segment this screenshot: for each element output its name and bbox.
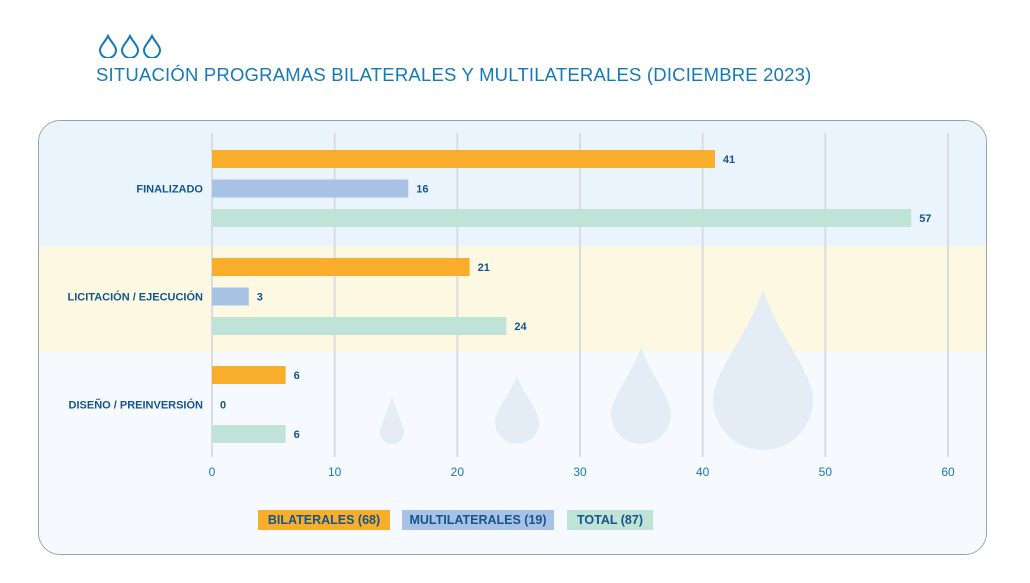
x-tick-label: 0 <box>209 465 216 479</box>
bar <box>212 425 286 443</box>
x-tick-label: 30 <box>573 465 587 479</box>
data-label: 3 <box>257 292 263 304</box>
bar <box>212 287 249 306</box>
bar <box>212 150 715 168</box>
data-label: 41 <box>723 154 735 166</box>
legend-multilaterales: MULTILATERALES (19) <box>402 510 554 530</box>
data-label: 21 <box>478 262 490 274</box>
bar <box>212 366 286 384</box>
data-label: 16 <box>416 184 428 196</box>
data-label: 6 <box>294 370 300 382</box>
bar <box>212 317 507 335</box>
band-licitacion <box>39 246 986 352</box>
data-label: 24 <box>514 321 527 333</box>
chart-title: SITUACIÓN PROGRAMAS BILATERALES Y MULTIL… <box>96 64 812 85</box>
x-tick-label: 40 <box>696 465 710 479</box>
water-drop-watermark-icon <box>380 396 404 444</box>
water-drop-watermark-icon <box>713 290 813 450</box>
water-drop-watermark-icon <box>611 347 671 444</box>
category-label: LICITACIÓN / EJECUCIÓN <box>68 291 204 304</box>
water-drops-icon <box>98 34 162 58</box>
category-label: FINALIZADO <box>136 184 203 196</box>
water-drop-watermark-icon <box>495 376 539 444</box>
category-label: DISEÑO / PREINVERSIÓN <box>69 399 204 412</box>
data-label: 57 <box>919 213 931 225</box>
legend-bilaterales: BILATERALES (68) <box>258 510 390 530</box>
data-label: 6 <box>294 429 300 441</box>
x-tick-label: 60 <box>941 465 955 479</box>
data-label: 0 <box>220 400 226 412</box>
legend-total: TOTAL (87) <box>567 510 653 530</box>
x-tick-label: 50 <box>819 465 833 479</box>
bar <box>212 209 912 227</box>
x-tick-label: 10 <box>328 465 342 479</box>
x-tick-label: 20 <box>451 465 465 479</box>
bar <box>212 179 409 198</box>
chart-card <box>38 120 987 555</box>
bar <box>212 258 470 276</box>
